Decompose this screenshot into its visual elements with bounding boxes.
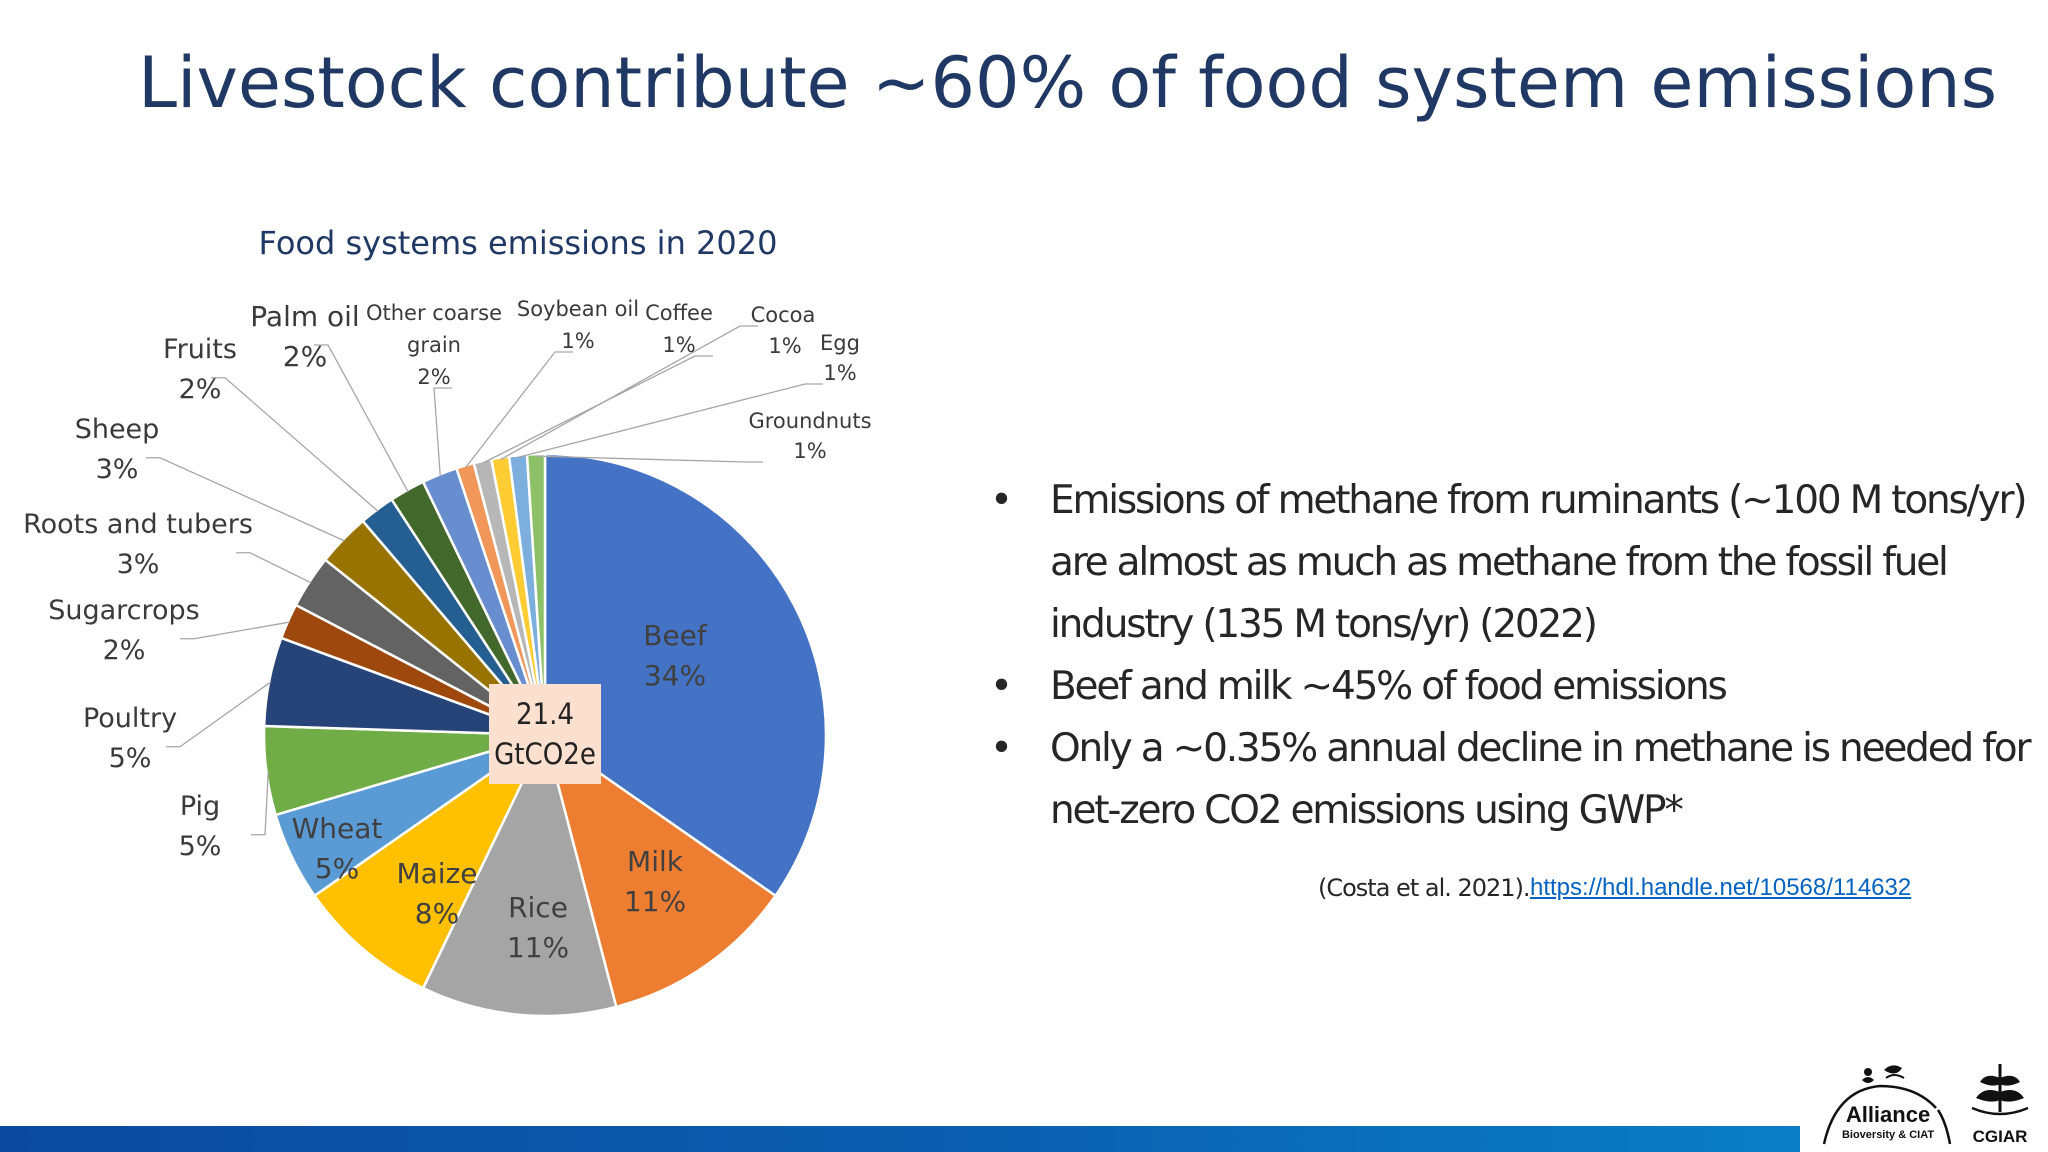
slide-title: Livestock contribute ~60% of food system… [138, 42, 1998, 124]
slice-label-maize: Maize 8% [396, 857, 477, 930]
leader-line-fruits [211, 377, 379, 512]
slice-label-sheep: Sheep 3% [75, 414, 160, 485]
slice-label-palm-oil: Palm oil 2% [250, 300, 359, 373]
citation: (Costa et al. 2021). [1318, 874, 1531, 902]
leader-line-groundnuts [536, 455, 763, 463]
total-emissions-value: 21.4 [515, 697, 575, 731]
leader-line-sugarcrops [180, 621, 290, 640]
leader-line-roots-and-tubers [236, 552, 312, 584]
leader-lines [146, 325, 823, 836]
slice-label-rice: Rice 11% [507, 891, 569, 964]
slice-label-egg: Egg 1% [820, 331, 860, 385]
slice-label-roots-and-tubers: Roots and tubers 3% [23, 509, 253, 580]
pie-slice-maize [312, 731, 549, 990]
slice-label-other-coarse-grain: Other coarse grain 2% [366, 301, 502, 389]
leader-line-poultry [166, 681, 272, 748]
leader-line-pig [251, 770, 269, 836]
slice-label-beef: Beef 34% [643, 619, 708, 692]
slice-label-wheat: Wheat 5% [292, 812, 383, 885]
pie-slice-beef [543, 452, 828, 898]
source-link[interactable]: https://hdl.handle.net/10568/114632 [1530, 874, 1912, 901]
slice-label-milk: Milk 11% [624, 845, 686, 918]
footer-bar [0, 1126, 1800, 1152]
slice-label-poultry: Poultry 5% [83, 703, 177, 774]
leader-line-palm-oil [314, 344, 409, 493]
bullet-item: Only a ~0.35% annual decline in methane … [990, 718, 2040, 842]
alliance-logo: Alliance Bioversity & CIAT [1822, 1065, 1952, 1145]
pie-slice-milk [542, 732, 778, 1009]
slice-label-soybean-oil: Soybean oil 1% [517, 297, 639, 353]
pie-slice-rice [421, 731, 618, 1018]
total-emissions-box: 21.4 GtCO2e [489, 684, 601, 784]
bullet-list: Emissions of methane from ruminants (~10… [990, 470, 2040, 842]
alliance-logo-name: Alliance [1846, 1102, 1930, 1127]
slice-label-sugarcrops: Sugarcrops 2% [48, 595, 200, 666]
leader-line-soybean-oil [465, 351, 573, 468]
leader-line-egg [518, 383, 823, 458]
total-emissions-unit: GtCO2e [494, 737, 596, 771]
leader-line-cocoa [500, 325, 758, 461]
slice-labels: Beef 34% Milk 11% Rice 11% Maize 8%Wheat 5% Pig 5%… [23, 297, 871, 964]
slice-label-groundnuts: Groundnuts 1% [748, 409, 871, 463]
pie-slices [262, 452, 828, 1018]
slice-label-cocoa: Cocoa 1% [751, 303, 816, 358]
bullet-item: Emissions of methane from ruminants (~10… [990, 470, 2040, 656]
alliance-logo-sub: Bioversity & CIAT [1842, 1129, 1934, 1141]
slice-label-pig: Pig 5% [179, 791, 222, 862]
leader-line-coffee [482, 355, 713, 464]
bullet-item: Beef and milk ~45% of food emissions [990, 656, 2040, 718]
cgiar-logo: CGIAR [1971, 1064, 2029, 1146]
chart-title: Food systems emissions in 2020 [259, 224, 778, 262]
slice-label-coffee: Coffee 1% [645, 301, 713, 357]
leader-line-sheep [146, 457, 345, 542]
cgiar-logo-name: CGIAR [1973, 1127, 2028, 1146]
slice-label-fruits: Fruits 2% [163, 334, 237, 405]
leader-line-other-coarse-grain [433, 387, 452, 477]
